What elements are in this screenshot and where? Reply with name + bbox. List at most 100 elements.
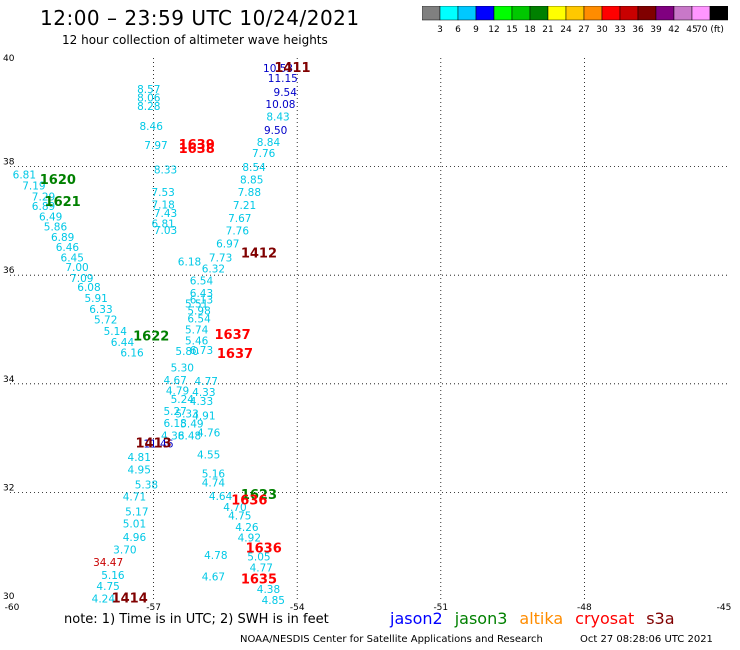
wave-height-label: 5.98 (187, 305, 210, 317)
wave-height-label: 7.76 (226, 226, 250, 238)
wave-height-label: 6.43 (190, 288, 213, 300)
wave-height-label: 11.15 (268, 73, 298, 85)
wave-height-label: 11.46 (143, 439, 173, 451)
lon-tick-label: -57 (146, 603, 161, 613)
wave-height-label: 8.33 (154, 164, 177, 176)
wave-height-label: 4.33 (192, 387, 215, 399)
pass-time-label: 1635 (241, 572, 277, 587)
wave-height-label: 6.97 (216, 239, 239, 251)
wave-height-label: 6.18 (178, 257, 201, 269)
wave-height-label: 8.06 (137, 93, 161, 105)
pass-time-label: 1623 (241, 488, 277, 503)
wave-height-label: 4.38 (161, 430, 184, 442)
wave-height-label: 9.50 (264, 125, 287, 137)
wave-height-label: 4.76 (197, 428, 221, 440)
pass-time-label: 1636 (246, 541, 282, 556)
wave-height-label: 7.21 (233, 200, 256, 212)
wave-height-label: 6.08 (77, 282, 100, 294)
wave-height-label: 6.46 (56, 242, 80, 254)
lat-tick-label: 30 (3, 592, 15, 602)
pass-time-label: 1412 (241, 246, 277, 261)
colorbar-label: 33 (614, 25, 625, 35)
colorbar-label: 42 (668, 25, 679, 35)
wave-height-label: 5.46 (185, 335, 209, 347)
wave-height-label: 4.96 (123, 532, 147, 544)
wave-height-label: 8.43 (266, 112, 289, 124)
wave-height-label: 6.89 (51, 232, 74, 244)
map-subtitle: 12 hour collection of altimeter wave hei… (62, 33, 328, 47)
wave-height-label: 6.54 (187, 314, 211, 326)
lat-tick-label: 40 (3, 54, 15, 64)
wave-height-label: 6.48 (178, 430, 201, 442)
wave-height-label: 6.33 (89, 304, 112, 316)
satellite-legend-item: cryosat (575, 609, 635, 628)
lat-tick-label: 38 (3, 158, 15, 168)
satellite-legend: jason2 jason3 altika cryosat s3a (390, 609, 687, 628)
wave-height-label: 6.54 (190, 276, 214, 288)
wave-height-label: 4.74 (202, 478, 226, 490)
wave-height-label: 4.38 (257, 584, 280, 596)
pass-time-label: 1414 (112, 591, 148, 606)
wave-height-label: 7.29 (32, 191, 55, 203)
lon-tick-label: -51 (433, 603, 448, 613)
colorbar-label: 3 (437, 25, 443, 35)
wave-height-label: 7.53 (151, 187, 174, 199)
lon-tick-label: -54 (290, 603, 305, 613)
wave-height-label: 4.92 (238, 532, 261, 544)
wave-height-label: 3.70 (113, 544, 136, 556)
pass-time-label: 1622 (133, 330, 169, 345)
wave-height-label: 7.67 (228, 213, 251, 225)
colorbar-swatch (709, 6, 728, 21)
wave-height-label: 6.73 (190, 345, 213, 357)
satellite-legend-item: s3a (646, 609, 675, 628)
wave-height-label: 5.51 (185, 298, 208, 310)
wave-height-label: 7.03 (154, 225, 177, 237)
wave-height-label: 5.14 (104, 326, 128, 338)
wave-height-label: 7.09 (70, 273, 93, 285)
wave-height-label: 4.67 (202, 572, 225, 584)
colorbar-label: 15 (506, 25, 517, 35)
wave-height-label: 4.77 (250, 562, 273, 574)
pass-time-label: 1413 (136, 437, 172, 452)
wave-height-label: 10.08 (265, 99, 295, 111)
pass-time-label: 1639 (179, 138, 215, 153)
wave-height-label: 4.67 (163, 375, 186, 387)
wave-height-label: 5.24 (171, 394, 195, 406)
wave-height-label: 5.72 (94, 315, 117, 327)
wave-height-label: 5.86 (44, 221, 68, 233)
colorbar-label: 12 (488, 25, 499, 35)
wave-height-label: 5.16 (202, 468, 226, 480)
credit-line: NOAA/NESDIS Center for Satellite Applica… (240, 634, 543, 645)
satellite-legend-item: altika (519, 609, 564, 628)
wave-height-label: 6.44 (111, 337, 135, 349)
wave-height-label: 8.46 (140, 121, 164, 133)
wave-height-label: 5.17 (125, 506, 148, 518)
colorbar-label: 27 (578, 25, 589, 35)
pass-time-label: 1621 (45, 195, 81, 210)
wave-height-label: 6.16 (120, 347, 144, 359)
wave-height-label: 4.33 (190, 396, 213, 408)
wave-height-label: 6.45 (61, 252, 84, 264)
wave-height-label: 5.05 (247, 551, 270, 563)
wave-height-label: 9.54 (274, 87, 298, 99)
lon-tick-label: -60 (5, 603, 20, 613)
wave-height-label: 6.81 (151, 219, 174, 231)
wave-height-label: 7.00 (65, 262, 88, 274)
wave-height-label: 4.91 (192, 410, 215, 422)
colorbar-label: 24 (560, 25, 572, 35)
satellite-legend-item: jason2 (390, 609, 443, 628)
colorbar-label: 30 (596, 25, 608, 35)
pass-time-label: 1636 (231, 494, 267, 509)
wave-height-label: 6.89 (32, 201, 55, 213)
colorbar-label: 36 (632, 25, 644, 35)
footnote: note: 1) Time is in UTC; 2) SWH is in fe… (64, 612, 329, 627)
lat-tick-label: 32 (3, 483, 14, 493)
wave-height-label: 7.88 (238, 187, 261, 199)
wave-height-label: 10.53 (263, 63, 293, 75)
wave-height-label: 4.64 (209, 491, 233, 503)
colorbar-label: 45 (686, 25, 697, 35)
wave-height-label: 5.01 (123, 518, 146, 530)
wave-height-label: 8.28 (137, 101, 160, 113)
wave-height-label: 5.33 (175, 409, 198, 421)
